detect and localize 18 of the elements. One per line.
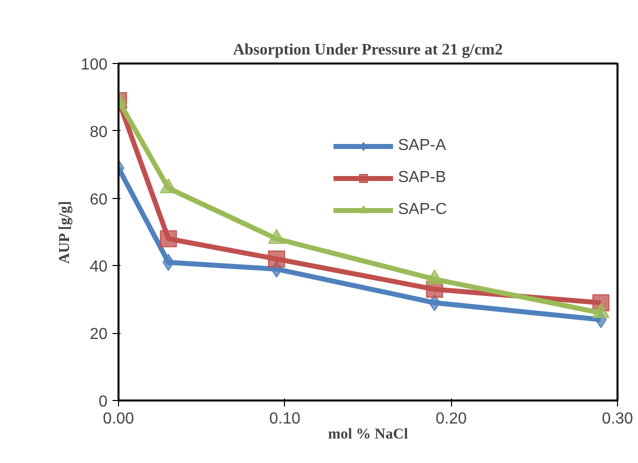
y-tick-label: 40 xyxy=(90,258,108,276)
point xyxy=(268,250,286,268)
legend-label: SAP-B xyxy=(398,169,446,187)
x-tick-label: 0.20 xyxy=(436,410,467,428)
x-tick-label: 0.10 xyxy=(269,410,301,428)
y-axis-title: AUP [g/g] xyxy=(56,200,73,264)
x-tick-label: 0.00 xyxy=(102,410,134,428)
legend-label: SAP-C xyxy=(398,201,447,219)
point xyxy=(160,230,177,248)
y-tick-label: 80 xyxy=(90,124,108,141)
chart-title: Absorption Under Pressure at 21 g/cm2 xyxy=(232,42,503,58)
y-tick-label: 100 xyxy=(80,56,108,74)
y-tick-label: 0 xyxy=(98,394,108,410)
x-axis-title: mol % NaCl xyxy=(328,426,408,442)
x-tick-label: 0.30 xyxy=(602,410,634,428)
y-tick-label: 60 xyxy=(90,191,108,208)
y-tick-label: 20 xyxy=(90,326,108,344)
legend-label: SAP-A xyxy=(398,137,446,155)
